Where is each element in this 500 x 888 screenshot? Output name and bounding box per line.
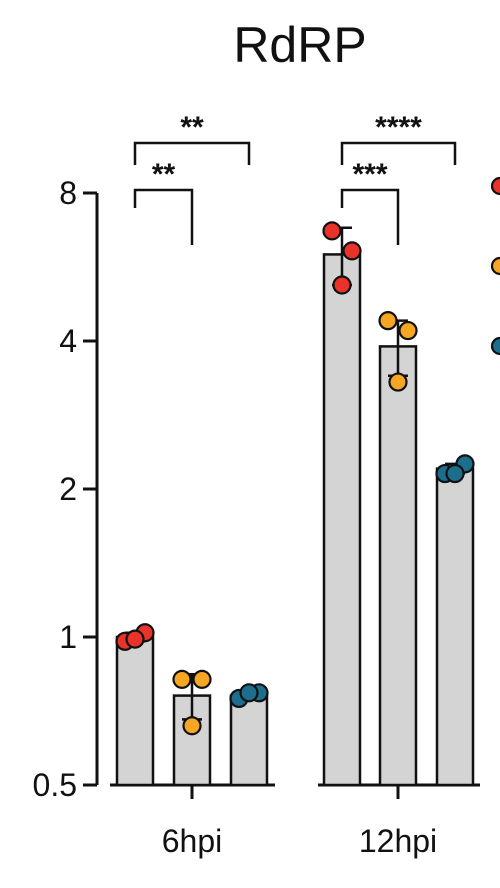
y-tick-label: 2 xyxy=(59,471,77,507)
y-tick-label: 8 xyxy=(59,175,77,211)
significance-bracket xyxy=(133,188,194,245)
significance-bracket xyxy=(340,141,457,165)
data-point xyxy=(125,629,145,649)
data-point xyxy=(388,372,408,392)
significance-label: *** xyxy=(352,158,387,191)
data-point xyxy=(378,311,398,331)
data-point xyxy=(445,463,465,484)
significance-label: ** xyxy=(180,111,204,144)
data-point xyxy=(322,221,342,241)
y-tick-label: 4 xyxy=(59,323,77,359)
data-point xyxy=(332,275,352,295)
data-point xyxy=(342,241,362,261)
significance-bracket xyxy=(133,141,251,165)
y-tick-label: 0.5 xyxy=(33,767,77,803)
x-tick-label: 12hpi xyxy=(359,823,437,859)
data-point xyxy=(182,716,202,736)
data-point xyxy=(239,683,259,703)
bar xyxy=(115,635,155,787)
bar xyxy=(229,694,269,787)
legend-marker xyxy=(490,336,500,356)
data-point xyxy=(192,669,212,689)
legend-marker xyxy=(490,256,500,276)
bar xyxy=(322,253,362,787)
significance-label: **** xyxy=(375,111,422,144)
y-tick-label: 1 xyxy=(59,619,77,655)
bar xyxy=(435,467,475,787)
x-tick-label: 6hpi xyxy=(162,823,223,859)
significance-bracket xyxy=(340,188,400,245)
bar xyxy=(378,345,418,787)
chart-title: RdRP xyxy=(233,17,366,73)
legend-marker xyxy=(490,176,500,196)
significance-label: ** xyxy=(152,158,176,191)
data-point xyxy=(398,320,418,341)
data-point xyxy=(172,669,192,689)
